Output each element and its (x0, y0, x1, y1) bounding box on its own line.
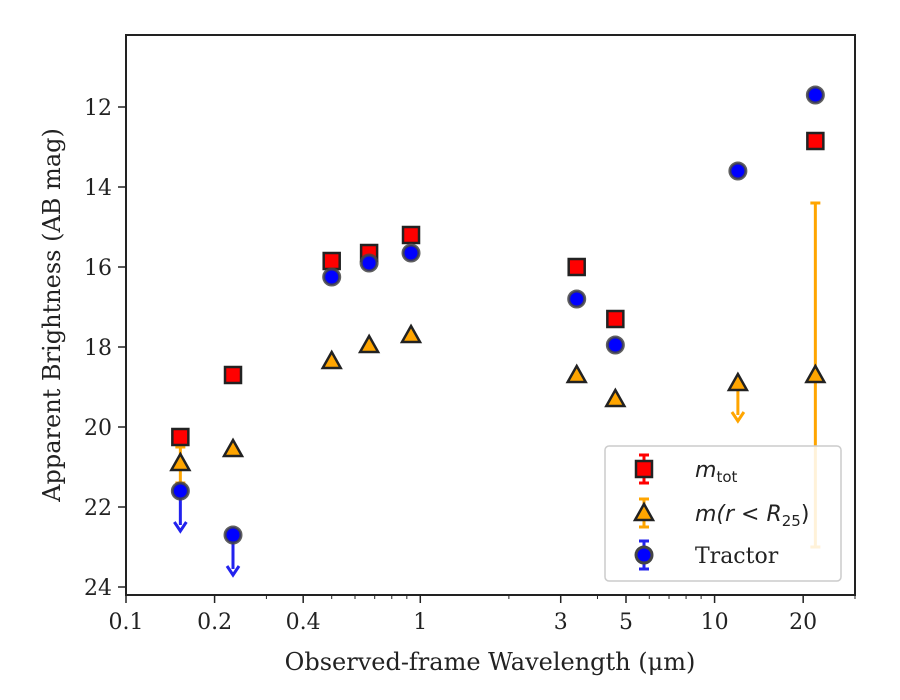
point-circle-2-6 (605, 335, 625, 355)
point-circle-2-1 (223, 525, 243, 545)
legend-square-icon (634, 459, 654, 479)
point-square-0-4 (401, 225, 421, 245)
y-tick-label: 12 (84, 96, 112, 121)
point-triangle-1-5 (565, 363, 588, 384)
point-circle-2-4 (401, 243, 421, 263)
legend-entry-0: mtot (634, 453, 737, 486)
point-circle-2-8 (805, 85, 825, 105)
x-tick-label: 0.1 (109, 610, 144, 635)
point-circle-2-3 (359, 253, 379, 273)
point-triangle-1-8 (804, 363, 827, 384)
point-triangle-1-6 (604, 387, 627, 408)
point-circle-2-0 (170, 481, 190, 501)
legend-circle-icon (634, 545, 654, 565)
data-marks (169, 85, 827, 578)
y-tick-label: 20 (84, 416, 112, 441)
point-circle-2-7 (728, 161, 748, 181)
y-tick-label: 24 (84, 576, 112, 601)
y-tick-label: 14 (84, 176, 112, 201)
point-square-0-7 (806, 131, 825, 151)
x-axis-label: Observed-frame Wavelength (μm) (285, 648, 696, 676)
axis-ticks: 0.1 0.2 0.4 1 3 5 10 20 12 14 16 18 20 22 24 (84, 96, 856, 635)
point-square-0-5 (567, 257, 586, 277)
legend-entry-2: Tractor (634, 539, 779, 571)
point-square-0-1 (223, 365, 243, 385)
y-axis-label: Apparent Brightness (AB mag) (38, 128, 66, 503)
point-circle-2-5 (567, 289, 587, 309)
point-square-0-0 (171, 427, 190, 447)
x-tick-label: 10 (701, 610, 729, 635)
legend: mtot m(r < R25) Tractor (604, 445, 842, 582)
point-triangle-1-0 (169, 451, 192, 472)
point-circle-2-2 (322, 267, 342, 287)
point-square-0-6 (606, 309, 625, 329)
plot-frame (125, 34, 856, 596)
x-tick-label: 3 (554, 610, 568, 635)
y-tick-label: 22 (84, 496, 112, 521)
x-tick-label: 0.2 (197, 610, 232, 635)
legend-label-0: mtot (695, 458, 737, 486)
legend-triangle-icon (632, 501, 656, 522)
x-tick-label: 5 (619, 610, 633, 635)
point-triangle-1-3 (357, 333, 381, 354)
legend-label-1: m(r < R25) (695, 502, 809, 530)
legend-label-2: Tractor (695, 544, 779, 569)
point-triangle-1-1 (221, 437, 245, 458)
point-triangle-1-7 (726, 371, 750, 392)
legend-box (604, 445, 842, 582)
point-triangle-1-2 (320, 349, 343, 370)
x-tick-label: 20 (789, 610, 817, 635)
x-tick-label: 1 (413, 610, 427, 635)
y-tick-label: 16 (84, 256, 112, 281)
point-square-0-2 (322, 251, 341, 271)
legend-entry-1: m(r < R25) (632, 497, 809, 530)
y-tick-label: 18 (84, 336, 112, 361)
x-tick-label: 0.4 (286, 610, 321, 635)
point-triangle-1-4 (399, 323, 423, 344)
